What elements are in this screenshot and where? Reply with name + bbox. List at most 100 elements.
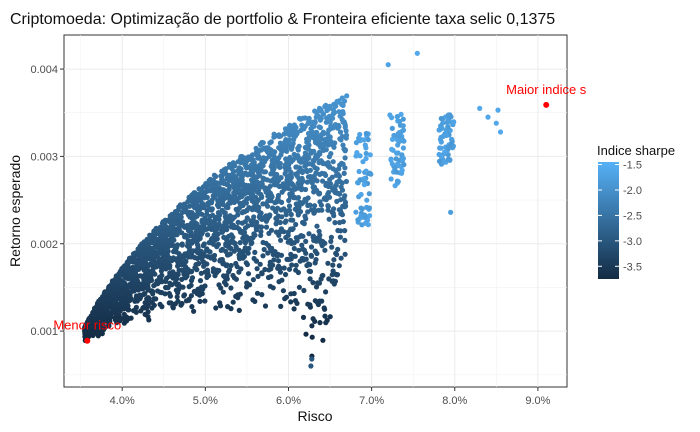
scatter-point bbox=[330, 278, 336, 284]
scatter-point bbox=[342, 155, 348, 161]
scatter-point bbox=[227, 240, 233, 246]
scatter-point bbox=[198, 254, 204, 260]
scatter-point bbox=[300, 314, 307, 320]
scatter-point bbox=[310, 162, 316, 168]
scatter-point bbox=[285, 130, 291, 136]
scatter-point bbox=[127, 297, 133, 303]
scatter-point bbox=[323, 289, 329, 295]
scatter-point bbox=[197, 228, 203, 234]
scatter-point bbox=[316, 113, 322, 120]
scatter-point bbox=[353, 209, 359, 215]
scatter-point bbox=[392, 183, 398, 189]
scatter-point bbox=[110, 280, 116, 286]
scatter-point bbox=[258, 224, 265, 230]
scatter-point bbox=[322, 313, 328, 319]
scatter-point bbox=[178, 214, 184, 220]
scatter-point bbox=[262, 266, 268, 273]
x-axis-ticks: 4.0% 5.0% 6.0% 7.0% 8.0% 9.0% bbox=[110, 387, 551, 407]
scatter-point bbox=[333, 250, 339, 256]
scatter-point bbox=[138, 308, 144, 314]
scatter-point bbox=[228, 178, 235, 184]
x-tick-label: 5.0% bbox=[193, 395, 218, 407]
scatter-point bbox=[148, 277, 155, 283]
scatter-point bbox=[264, 149, 271, 155]
scatter-point bbox=[326, 216, 332, 222]
scatter-point bbox=[189, 304, 195, 310]
scatter-point bbox=[331, 144, 337, 150]
scatter-point bbox=[259, 292, 265, 298]
scatter-point bbox=[218, 191, 224, 197]
scatter-point bbox=[122, 298, 128, 304]
scatter-point bbox=[362, 142, 368, 148]
scatter-point bbox=[325, 135, 331, 141]
scatter-point bbox=[243, 186, 250, 192]
scatter-point bbox=[296, 115, 303, 122]
scatter-point bbox=[251, 214, 257, 220]
scatter-point bbox=[314, 223, 320, 229]
scatter-point bbox=[310, 280, 316, 286]
scatter-point bbox=[339, 212, 345, 218]
scatter-point bbox=[282, 219, 288, 225]
scatter-point bbox=[293, 235, 299, 241]
scatter-point bbox=[252, 249, 258, 255]
scatter-point bbox=[493, 120, 499, 126]
scatter-point bbox=[395, 161, 401, 167]
scatter-point bbox=[179, 262, 185, 268]
scatter-point bbox=[269, 158, 275, 164]
scatter-point bbox=[182, 232, 188, 238]
scatter-point bbox=[245, 271, 252, 277]
scatter-point bbox=[235, 295, 241, 301]
scatter-point bbox=[362, 220, 369, 226]
scatter-point bbox=[265, 250, 271, 256]
scatter-point bbox=[175, 263, 181, 269]
scatter-point bbox=[243, 260, 249, 266]
y-axis-ticks: 0.001 0.002 0.003 0.004 bbox=[30, 64, 64, 338]
scatter-point bbox=[320, 337, 326, 343]
scatter-point bbox=[276, 232, 282, 238]
scatter-point bbox=[299, 201, 305, 207]
scatter-point bbox=[242, 225, 249, 231]
scatter-point bbox=[327, 314, 333, 320]
scatter-point bbox=[339, 102, 345, 108]
scatter-point bbox=[438, 115, 444, 122]
scatter-point bbox=[294, 173, 300, 179]
scatter-point bbox=[278, 183, 284, 189]
scatter-point bbox=[358, 205, 364, 211]
scatter-point bbox=[234, 224, 240, 231]
scatter-point bbox=[330, 210, 336, 216]
scatter-point bbox=[220, 169, 226, 175]
scatter-point bbox=[169, 228, 175, 234]
scatter-point bbox=[332, 220, 338, 226]
scatter-point bbox=[162, 278, 169, 284]
scatter-point bbox=[233, 190, 239, 196]
scatter-point bbox=[258, 232, 264, 238]
scatter-point bbox=[271, 175, 278, 181]
scatter-point bbox=[334, 198, 340, 204]
highlight-points: Maior indice s Menor risco bbox=[53, 82, 587, 344]
scatter-point bbox=[193, 237, 199, 243]
scatter-point bbox=[213, 305, 219, 311]
scatter-point bbox=[255, 149, 261, 155]
scatter-point bbox=[497, 129, 504, 135]
scatter-point bbox=[242, 245, 248, 251]
scatter-point bbox=[145, 309, 151, 315]
scatter-point bbox=[319, 159, 325, 165]
scatter-point bbox=[282, 181, 288, 187]
scatter-point bbox=[477, 105, 483, 111]
scatter-point bbox=[320, 131, 326, 137]
scatter-point bbox=[334, 98, 340, 105]
scatter-point bbox=[196, 186, 202, 192]
scatter-point bbox=[267, 183, 273, 189]
scatter-point bbox=[227, 251, 233, 257]
scatter-point bbox=[305, 202, 311, 209]
scatter-point bbox=[236, 183, 242, 189]
scatter-point bbox=[169, 242, 176, 248]
scatter-point bbox=[337, 129, 344, 135]
scatter-point bbox=[279, 149, 285, 155]
scatter-point bbox=[93, 326, 99, 332]
scatter-point bbox=[290, 226, 296, 232]
scatter-point bbox=[158, 263, 164, 269]
scatter-point bbox=[234, 264, 240, 270]
scatter-point bbox=[113, 303, 119, 309]
